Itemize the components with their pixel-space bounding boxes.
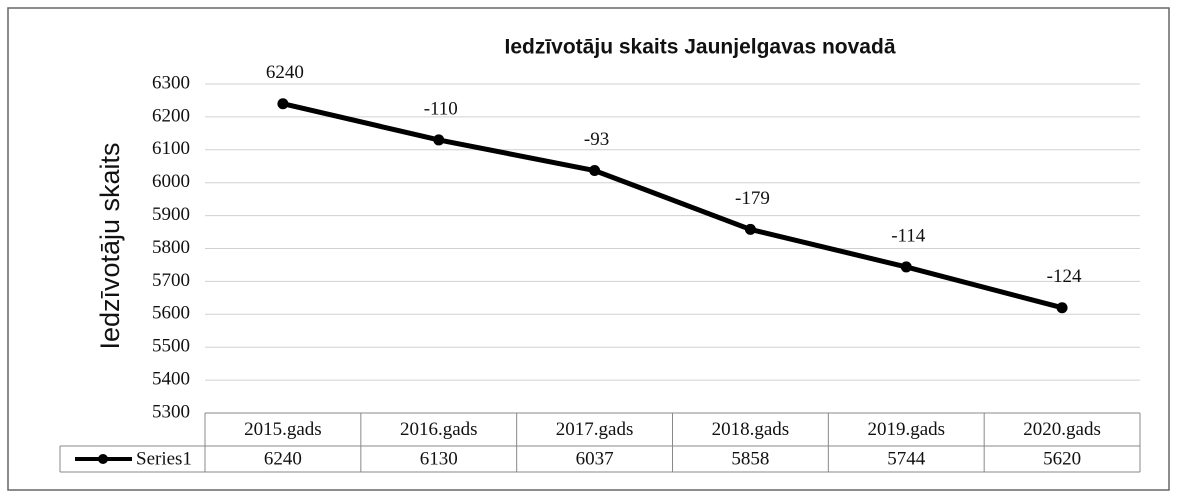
y-tick-label: 6200	[152, 105, 190, 126]
y-tick-label: 5800	[152, 237, 190, 258]
data-annotation: -110	[424, 98, 458, 119]
x-tick-label: 2017.gads	[556, 419, 634, 440]
data-point	[744, 223, 756, 235]
data-line	[282, 101, 1063, 311]
table-value: 6240	[264, 448, 302, 469]
x-tick-label: 2016.gads	[400, 419, 478, 440]
legend-marker	[98, 454, 108, 464]
y-tick-label: 5700	[152, 270, 190, 291]
frame	[7, 7, 1170, 491]
y-tick-label: 5600	[152, 303, 190, 324]
data-annotation: -179	[735, 188, 770, 209]
y-tick-label: 6100	[152, 138, 190, 159]
chart-title: Iedzīvotāju skaits Jaunjelgavas novadā	[505, 36, 896, 59]
x-tick-label: 2019.gads	[867, 419, 945, 440]
legend-label: Series1	[136, 448, 192, 469]
data-annotation: -93	[584, 129, 609, 150]
data-point	[433, 134, 445, 146]
table-value: 5620	[1043, 448, 1081, 469]
data-annotation: -124	[1047, 266, 1082, 287]
x-tick-label: 2020.gads	[1023, 419, 1101, 440]
data-point	[277, 98, 289, 110]
data-annotation: -114	[891, 225, 926, 246]
data-point	[589, 165, 601, 177]
table-value: 5858	[731, 448, 769, 469]
y-tick-label: 5300	[152, 401, 190, 422]
data-point	[900, 261, 912, 273]
x-tick-label: 2018.gads	[712, 419, 790, 440]
y-tick-label: 5900	[152, 204, 190, 225]
y-tick-label: 6300	[152, 72, 190, 93]
table-value: 6037	[576, 448, 614, 469]
data-annotation: 6240	[266, 62, 304, 83]
y-tick-label: 6000	[152, 171, 190, 192]
table-value: 5744	[887, 448, 926, 469]
y-axis-label: Iedzīvotāju skaits	[95, 142, 125, 349]
y-tick-label: 5400	[152, 368, 190, 389]
x-tick-label: 2015.gads	[244, 419, 322, 440]
y-tick-label: 5500	[152, 336, 190, 357]
table-value: 6130	[420, 448, 458, 469]
data-point	[1056, 302, 1068, 314]
